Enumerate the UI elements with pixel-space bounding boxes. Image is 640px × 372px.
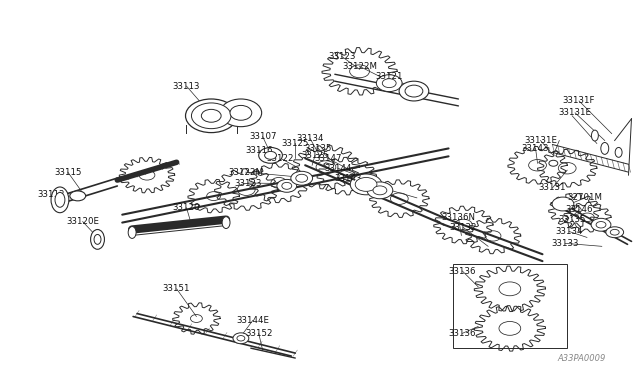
Text: 33122: 33122 (267, 154, 294, 163)
Text: 33112: 33112 (37, 190, 65, 199)
Text: 33144: 33144 (324, 164, 351, 173)
Ellipse shape (233, 333, 249, 344)
Ellipse shape (191, 103, 231, 129)
Ellipse shape (591, 218, 611, 231)
Ellipse shape (291, 171, 312, 185)
Ellipse shape (128, 227, 136, 238)
Ellipse shape (237, 336, 245, 341)
Text: 33131F: 33131F (563, 96, 595, 106)
Text: 33132: 33132 (450, 223, 477, 232)
Ellipse shape (70, 191, 86, 201)
Bar (454, 264, 567, 348)
Text: 33113: 33113 (173, 81, 200, 91)
Text: 33134: 33134 (556, 227, 583, 236)
Ellipse shape (591, 130, 598, 141)
Text: 33136: 33136 (449, 266, 476, 276)
Ellipse shape (405, 85, 423, 97)
Ellipse shape (91, 230, 104, 249)
Text: 33125: 33125 (282, 139, 309, 148)
Ellipse shape (264, 151, 276, 159)
Ellipse shape (376, 75, 402, 92)
Text: 33131E: 33131E (524, 136, 557, 145)
Ellipse shape (282, 182, 292, 189)
Ellipse shape (51, 187, 69, 213)
Text: 33123: 33123 (328, 52, 355, 61)
Text: 33143: 33143 (334, 174, 362, 183)
Ellipse shape (222, 217, 230, 228)
Ellipse shape (601, 142, 609, 154)
Ellipse shape (186, 99, 237, 132)
Text: 33122M: 33122M (342, 62, 377, 71)
Text: 33120: 33120 (173, 203, 200, 212)
Ellipse shape (367, 182, 393, 199)
Text: 33116: 33116 (245, 146, 273, 155)
Text: 33146: 33146 (565, 205, 593, 214)
Text: 33147: 33147 (314, 154, 342, 163)
Ellipse shape (373, 186, 387, 195)
Text: 33152: 33152 (245, 329, 273, 338)
Text: A33PA0009: A33PA0009 (558, 353, 606, 363)
Text: 33136N: 33136N (442, 213, 476, 222)
Text: 33144E: 33144E (236, 316, 269, 325)
Ellipse shape (611, 230, 619, 235)
Ellipse shape (606, 227, 623, 238)
Text: 33121: 33121 (376, 72, 403, 81)
Text: 33135: 33135 (304, 144, 332, 153)
Ellipse shape (615, 147, 622, 157)
Text: 33120E: 33120E (66, 217, 99, 226)
Ellipse shape (296, 174, 308, 182)
Text: 33122M: 33122M (228, 168, 263, 177)
Text: 33125: 33125 (301, 151, 329, 160)
Ellipse shape (202, 109, 221, 122)
Ellipse shape (94, 234, 101, 244)
Text: 33131E: 33131E (559, 108, 591, 117)
Ellipse shape (355, 177, 377, 191)
Ellipse shape (596, 222, 606, 228)
Text: 33115: 33115 (54, 168, 82, 177)
Text: 33143: 33143 (522, 144, 549, 153)
Text: 33107: 33107 (249, 132, 276, 141)
Text: 33123: 33123 (234, 179, 262, 187)
Ellipse shape (382, 79, 396, 88)
Text: 32701M: 32701M (568, 193, 602, 202)
Ellipse shape (259, 147, 282, 163)
Ellipse shape (350, 174, 382, 195)
Ellipse shape (399, 81, 429, 101)
Text: 33151: 33151 (163, 284, 190, 294)
Ellipse shape (230, 105, 252, 120)
Ellipse shape (277, 179, 297, 192)
Text: 33135: 33135 (558, 215, 586, 224)
Ellipse shape (55, 192, 65, 207)
Text: 33131: 33131 (539, 183, 566, 192)
Ellipse shape (220, 99, 262, 127)
Ellipse shape (549, 160, 558, 166)
Text: 33136: 33136 (449, 329, 476, 338)
Text: 33133: 33133 (552, 239, 579, 248)
Text: 33134: 33134 (296, 134, 324, 143)
Ellipse shape (552, 197, 574, 211)
